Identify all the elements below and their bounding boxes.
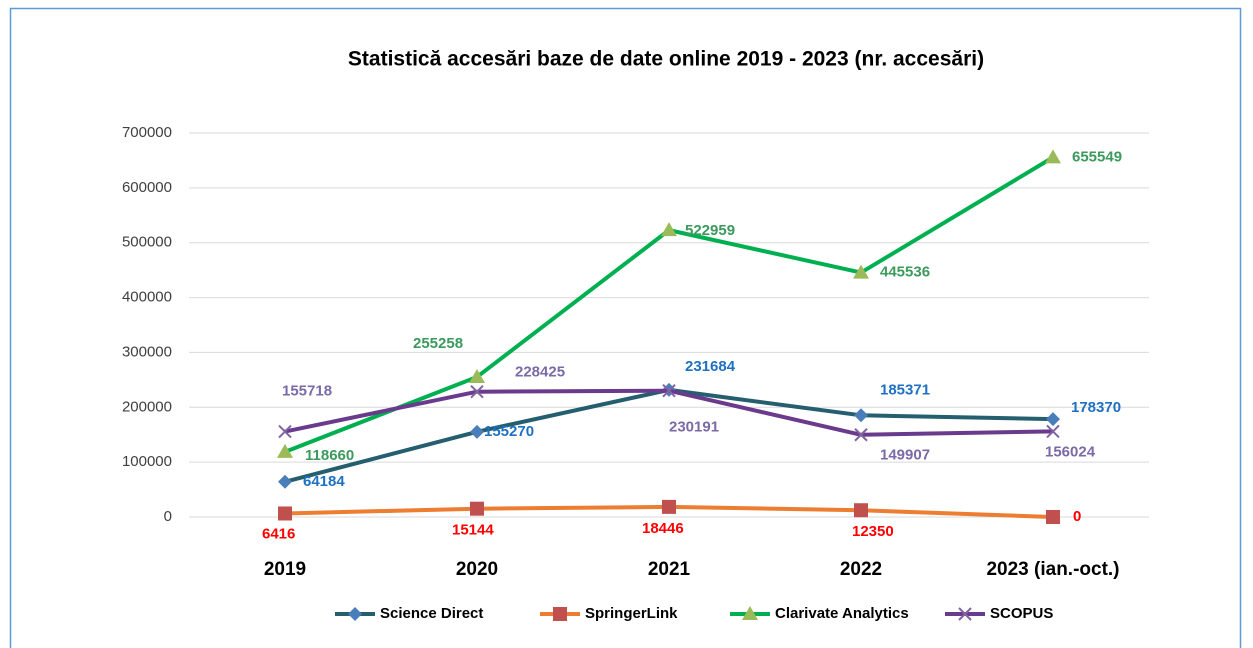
x-tick-label: 2022 — [840, 559, 882, 580]
marker — [278, 424, 292, 439]
marker — [469, 368, 485, 383]
legend-label: SCOPUS — [990, 605, 1053, 622]
data-label: 255258 — [413, 335, 463, 352]
marker — [470, 501, 484, 516]
frame — [9, 7, 1242, 648]
marker — [277, 443, 293, 458]
y-tick-label: 300000 — [122, 343, 172, 360]
marker — [470, 384, 484, 399]
data-label: 64184 — [303, 473, 345, 490]
x-tick-label: 2019 — [264, 559, 306, 580]
marker — [662, 499, 676, 514]
data-label: 0 — [1073, 508, 1081, 525]
y-tick-label: 0 — [164, 508, 172, 525]
data-label: 149907 — [880, 447, 930, 464]
marker — [854, 428, 868, 442]
data-label: 155718 — [282, 383, 332, 400]
series: 64184 155270 231684 185371 178370 — [278, 358, 1121, 490]
data-label: 155270 — [484, 423, 534, 440]
legend-label: Science Direct — [380, 605, 483, 622]
y-tick-label: 500000 — [122, 234, 172, 251]
legend-label: Clarivate Analytics — [775, 605, 909, 622]
data-label: 178370 — [1071, 399, 1121, 416]
x-tick-label: 2020 — [456, 559, 498, 580]
data-label: 655549 — [1072, 148, 1122, 165]
marker — [1046, 412, 1060, 427]
y-tick-label: 600000 — [122, 179, 172, 196]
marker — [278, 506, 292, 521]
legend-marker — [553, 607, 567, 621]
data-label: 12350 — [852, 523, 894, 540]
data-label: 118660 — [305, 447, 354, 464]
legend-label: SpringerLink — [585, 605, 678, 622]
marker — [470, 424, 484, 439]
y-tick-label: 400000 — [122, 289, 172, 306]
legend-marker — [348, 607, 362, 621]
x-tick-label: 2023 (ian.-oct.) — [986, 559, 1119, 580]
marker — [661, 222, 677, 237]
series: 118660 255258 522959 445536 655549 — [277, 148, 1122, 464]
y-tick-label: 200000 — [122, 398, 172, 415]
data-label: 156024 — [1045, 443, 1096, 460]
marker — [854, 503, 868, 518]
data-label: 18446 — [642, 520, 684, 537]
marker — [1046, 424, 1060, 439]
data-label: 522959 — [685, 222, 735, 239]
marker — [854, 408, 868, 423]
legend-marker — [742, 606, 758, 620]
data-label: 185371 — [880, 381, 930, 398]
marker — [853, 264, 869, 279]
legend-marker — [958, 607, 972, 621]
chart-title: Statistică accesări baze de date online … — [348, 48, 984, 71]
data-label: 230191 — [669, 419, 719, 436]
data-label: 6416 — [262, 525, 295, 542]
x-tick-label: 2021 — [648, 559, 691, 580]
data-label: 445536 — [880, 264, 930, 281]
marker — [1046, 510, 1060, 524]
series: 6416 15144 18446 12350 0 — [262, 499, 1081, 542]
data-label: 231684 — [685, 358, 736, 375]
marker — [278, 474, 292, 489]
marker — [1045, 149, 1061, 164]
marker — [662, 384, 676, 398]
y-tick-label: 700000 — [122, 124, 172, 141]
data-label: 228425 — [515, 364, 565, 381]
data-label: 15144 — [452, 522, 494, 539]
y-tick-label: 100000 — [122, 453, 172, 470]
series: 155718 228425 230191 149907 156024 — [278, 364, 1096, 464]
